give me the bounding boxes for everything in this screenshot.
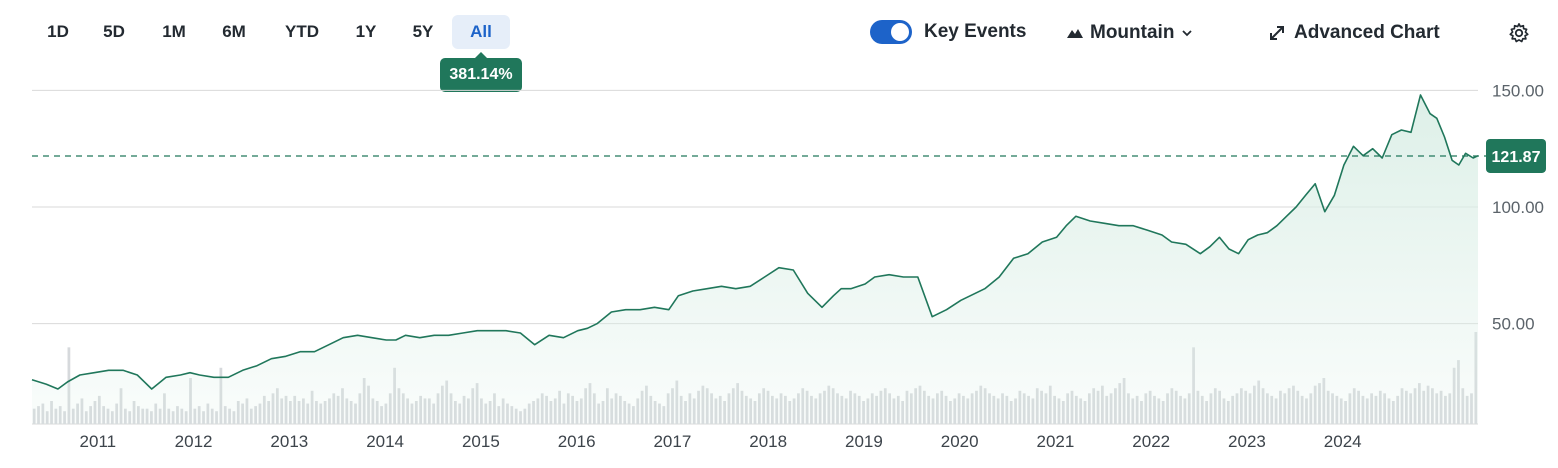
range-selector: 1D 5D 1M 6M YTD 1Y 5Y All [34,14,510,50]
y-tick-label: 150.00 [1492,81,1544,100]
x-tick-label: 2017 [653,432,691,451]
x-tick-label: 2015 [462,432,500,451]
x-tick-label: 2019 [845,432,883,451]
mountain-icon [1067,29,1083,38]
range-ytd[interactable]: YTD [285,22,319,41]
x-tick-label: 2020 [941,432,979,451]
range-5y[interactable]: 5Y [412,22,434,41]
gear-icon[interactable] [1508,22,1530,44]
x-tick-label: 2012 [175,432,213,451]
last-price-badge [1486,138,1546,173]
y-tick-label: 100.00 [1492,198,1544,217]
expand-arrows-icon [1270,26,1284,40]
y-tick-label: 50.00 [1492,315,1535,334]
x-tick-label: 2011 [80,432,117,451]
x-tick-label: 2021 [1037,432,1075,451]
x-tick-label: 2024 [1324,432,1362,451]
key-events-toggle[interactable] [870,20,912,44]
range-1d[interactable]: 1D [47,22,69,41]
key-events-label: Key Events [924,21,1027,42]
x-tick-label: 2016 [558,432,596,451]
x-tick-label: 2018 [749,432,787,451]
last-price-label: 121.87 [1492,149,1541,166]
x-tick-label: 2023 [1228,432,1266,451]
x-tick-label: 2022 [1132,432,1170,451]
range-1y[interactable]: 1Y [355,22,377,41]
toggle-knob [891,23,909,41]
range-5d[interactable]: 5D [103,22,125,41]
price-area [32,95,1478,424]
range-6m[interactable]: 6M [222,22,246,41]
advanced-chart-label: Advanced Chart [1294,22,1440,43]
chevron-down-icon [1182,30,1193,37]
x-tick-label: 2014 [366,432,404,451]
price-line [31,94,1479,390]
advanced-chart-button[interactable]: Advanced Chart [1268,18,1440,48]
range-1m[interactable]: 1M [162,22,186,41]
percent-change-badge: 381.14% [440,52,522,92]
x-tick-label: 2013 [270,432,308,451]
range-all[interactable]: All [452,15,510,49]
chart-type-label: Mountain [1090,22,1175,43]
chart-type-dropdown[interactable]: Mountain [1066,18,1194,48]
